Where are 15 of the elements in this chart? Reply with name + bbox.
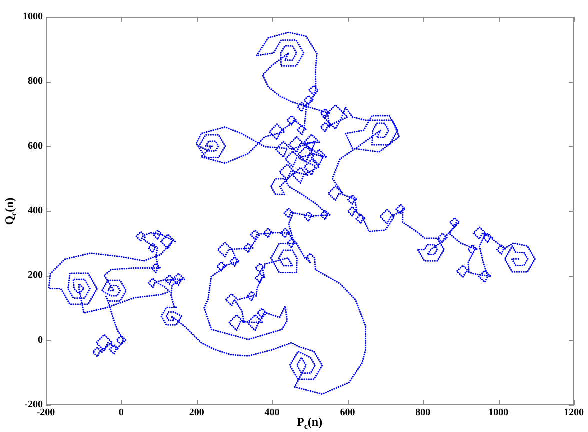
y-tick-label: 800 [28, 76, 43, 88]
x-tick-label: 1000 [488, 408, 509, 419]
x-axis-title: P$_{c}$(n) [297, 415, 323, 431]
x-tick-label: 400 [264, 408, 280, 419]
y-tick-label: 200 [28, 270, 43, 282]
x-tick-label: 0 [118, 408, 124, 419]
x-tick-label: 200 [189, 408, 204, 419]
x-tick-label: 1200 [564, 408, 584, 419]
x-tick-label: 600 [340, 408, 356, 419]
x-tick-label: 800 [416, 408, 431, 419]
y-tick-label: 1000 [23, 12, 43, 23]
y-tick-label: 0 [38, 334, 43, 346]
y-tick-label: 600 [28, 140, 43, 152]
y-tick-label: 400 [28, 206, 43, 217]
line-series [48, 32, 536, 396]
